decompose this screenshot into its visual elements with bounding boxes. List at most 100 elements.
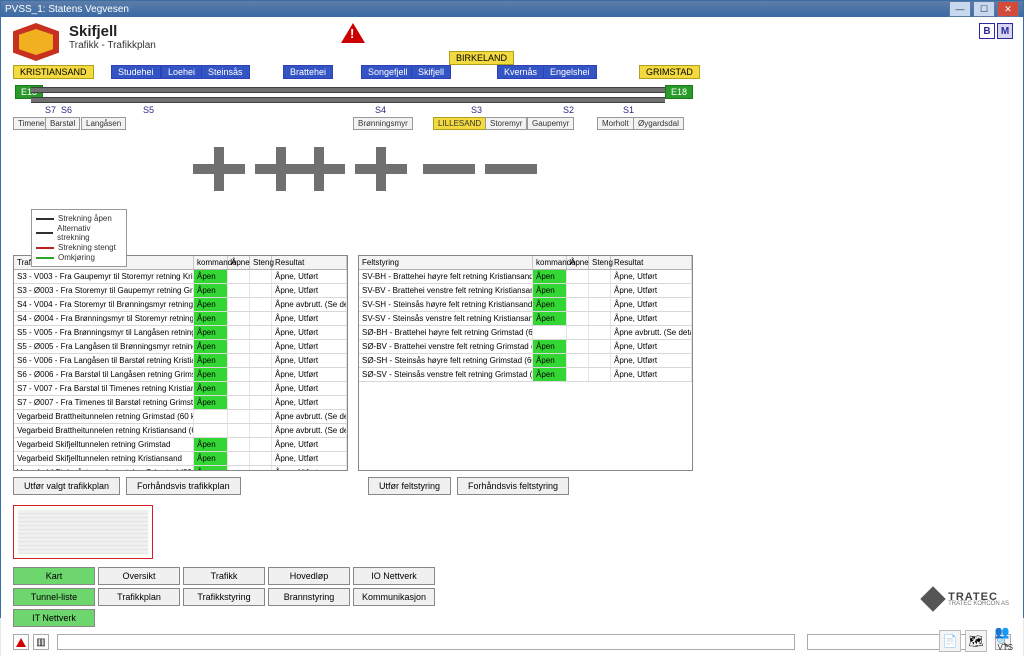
table-row[interactable]: S7 - V007 - Fra Barstøl til Timenes retn… (14, 382, 347, 396)
status-text (57, 634, 795, 650)
nav-tabs: KartOversiktTrafikkHovedløpIO Nettverk T… (3, 565, 1021, 632)
bm-toggle: B M (979, 23, 1013, 39)
junction-group-1 (193, 147, 307, 191)
alarm-icon[interactable] (13, 634, 29, 650)
diagram-node[interactable]: Kvernås (497, 65, 544, 79)
nav-button[interactable]: Brannstyring (268, 588, 350, 606)
nav-button[interactable]: Kart (13, 567, 95, 585)
brand: TRATEC TRATEC KORCON AS (924, 590, 1009, 608)
col-steng: Steng (250, 256, 272, 269)
table-row[interactable]: Vegarbeid Brattheitunnelen retning Krist… (14, 424, 347, 438)
table-row[interactable]: S7 - Ø007 - Fra Timenes til Barstøl retn… (14, 396, 347, 410)
bottom-area: KartOversiktTrafikkHovedløpIO Nettverk T… (3, 499, 1021, 654)
nav-button[interactable]: Kommunikasjon (353, 588, 435, 606)
diagram-node[interactable]: Barstøl (45, 117, 80, 130)
nav-button[interactable]: Trafikkstyring (183, 588, 265, 606)
overview-thumbnail[interactable] (13, 505, 153, 559)
diagram-node[interactable]: Gaupemyr (527, 117, 574, 130)
table-row[interactable]: S5 - Ø005 - Fra Langåsen til Brønningsmy… (14, 340, 347, 354)
close-button[interactable]: ✕ (997, 1, 1019, 17)
table-row[interactable]: SØ-SH - Steinsås høyre felt retning Grim… (359, 354, 692, 368)
legend: Strekning åpenAlternativ strekningStrekn… (31, 209, 127, 267)
table-row[interactable]: S4 - Ø004 - Fra Brønningsmyr til Storemy… (14, 312, 347, 326)
maximize-button[interactable]: ☐ (973, 1, 995, 17)
exec-trafikkplan-button[interactable]: Utfør valgt trafikkplan (13, 477, 120, 495)
chart-icon[interactable]: ▥ (33, 634, 49, 650)
diagram-node[interactable]: Loehei (161, 65, 202, 79)
diagram-node[interactable]: Studehei (111, 65, 161, 79)
table-row[interactable]: Vegarbeid Steinsåstunnelen retning Grims… (14, 466, 347, 470)
vts-label: VTS (991, 643, 1013, 652)
table-row[interactable]: Vegarbeid Brattheitunnelen retning Grims… (14, 410, 347, 424)
table-row[interactable]: SØ-BH - Brattehei høyre felt retning Gri… (359, 326, 692, 340)
doc-icon[interactable]: 📄 (939, 630, 961, 652)
m-toggle[interactable]: M (997, 23, 1013, 39)
diagram-node[interactable]: Storemyr (485, 117, 527, 130)
legend-item: Strekning stengt (36, 243, 122, 252)
segment-label: S4 (375, 105, 386, 115)
minimize-button[interactable]: — (949, 1, 971, 17)
segment-label: S6 (61, 105, 72, 115)
legend-item: Omkjøring (36, 253, 122, 262)
col-apne: Åpne (228, 256, 250, 269)
diagram-node[interactable]: Langåsen (81, 117, 126, 130)
table-row[interactable]: S3 - Ø003 - Fra Storemyr til Gaupemyr re… (14, 284, 347, 298)
diagram-node[interactable]: Brønningsmyr (353, 117, 413, 130)
diagram-node[interactable]: Øygardsdal (633, 117, 684, 130)
diagram-node[interactable]: Songefjell (361, 65, 415, 79)
table-row[interactable]: SØ-SV - Steinsås venstre felt retning Gr… (359, 368, 692, 382)
table-body[interactable]: SV-BH - Brattehei høyre felt retning Kri… (359, 270, 692, 462)
preview-trafikkplan-button[interactable]: Forhåndsvis trafikkplan (126, 477, 241, 495)
col-apne: Åpne (567, 256, 589, 269)
nav-button[interactable]: Tunnel-liste (13, 588, 95, 606)
brand-logo (920, 586, 945, 611)
b-toggle[interactable]: B (979, 23, 995, 39)
diagram-node[interactable]: Steinsås (201, 65, 250, 79)
nav-button[interactable]: Oversikt (98, 567, 180, 585)
table-row[interactable]: Vegarbeid Skifjelltunnelen retning Krist… (14, 452, 347, 466)
alert-icon[interactable] (341, 23, 365, 43)
nav-button[interactable]: Trafikkplan (98, 588, 180, 606)
app-window: PVSS_1: Statens Vegvesen — ☐ ✕ Skifjell … (0, 0, 1024, 618)
diagram-node[interactable]: Skifjell (411, 65, 451, 79)
map-icon[interactable]: 🗺 (965, 630, 987, 652)
main-track-b (31, 97, 665, 103)
nav-button[interactable]: Hovedløp (268, 567, 350, 585)
diagram-node[interactable]: BIRKELAND (449, 51, 514, 65)
nav-button[interactable]: IO Nettverk (353, 567, 435, 585)
table-row[interactable]: SØ-BV - Brattehei venstre felt retning G… (359, 340, 692, 354)
legend-item: Strekning åpen (36, 214, 122, 223)
table-row[interactable]: S6 - Ø006 - Fra Barstøl til Langåsen ret… (14, 368, 347, 382)
preview-feltstyring-button[interactable]: Forhåndsvis feltstyring (457, 477, 569, 495)
status-bar: ▥ 🔍 (3, 632, 1021, 654)
table-row[interactable]: SV-SH - Steinsås høyre felt retning Kris… (359, 298, 692, 312)
vegvesen-logo (13, 23, 59, 61)
table-row[interactable]: SV-BH - Brattehei høyre felt retning Kri… (359, 270, 692, 284)
segment-label: S7 (45, 105, 56, 115)
table-body[interactable]: S3 - V003 - Fra Gaupemyr til Storemyr re… (14, 270, 347, 470)
diagram-node[interactable]: Morholt (597, 117, 634, 130)
diagram-node[interactable]: KRISTIANSAND (13, 65, 94, 79)
nav-button[interactable]: Trafikk (183, 567, 265, 585)
table-row[interactable]: Vegarbeid Skifjelltunnelen retning Grims… (14, 438, 347, 452)
trafikkplan-table: Trafikkplan kommando Åpne Steng Resultat… (13, 255, 348, 471)
diagram-node[interactable]: GRIMSTAD (639, 65, 700, 79)
table-row[interactable]: S6 - V006 - Fra Langåsen til Barstøl ret… (14, 354, 347, 368)
table-row[interactable]: SV-BV - Brattehei venstre felt retning K… (359, 284, 692, 298)
table-row[interactable]: S3 - V003 - Fra Gaupemyr til Storemyr re… (14, 270, 347, 284)
table-row[interactable]: S5 - V005 - Fra Brønningsmyr til Langåse… (14, 326, 347, 340)
diagram-node[interactable]: Engelshei (543, 65, 597, 79)
table-header: Feltstyring kommando Åpne Steng Resultat (359, 256, 692, 270)
tables-area: Trafikkplan kommando Åpne Steng Resultat… (3, 251, 1021, 473)
exec-feltstyring-button[interactable]: Utfør feltstyring (368, 477, 451, 495)
diagram-node[interactable]: Brattehei (283, 65, 333, 79)
col-steng: Steng (589, 256, 611, 269)
titlebar: PVSS_1: Statens Vegvesen — ☐ ✕ (1, 1, 1023, 17)
segment-label: S3 (471, 105, 482, 115)
legend-item: Alternativ strekning (36, 224, 122, 242)
table-row[interactable]: SV-SV - Steinsås venstre felt retning Kr… (359, 312, 692, 326)
diagram-node[interactable]: LILLESAND (433, 117, 486, 130)
table-row[interactable]: S4 - V004 - Fra Storemyr til Brønningsmy… (14, 298, 347, 312)
users-icon[interactable]: 👥 (991, 621, 1013, 643)
nav-button[interactable]: IT Nettverk (13, 609, 95, 627)
